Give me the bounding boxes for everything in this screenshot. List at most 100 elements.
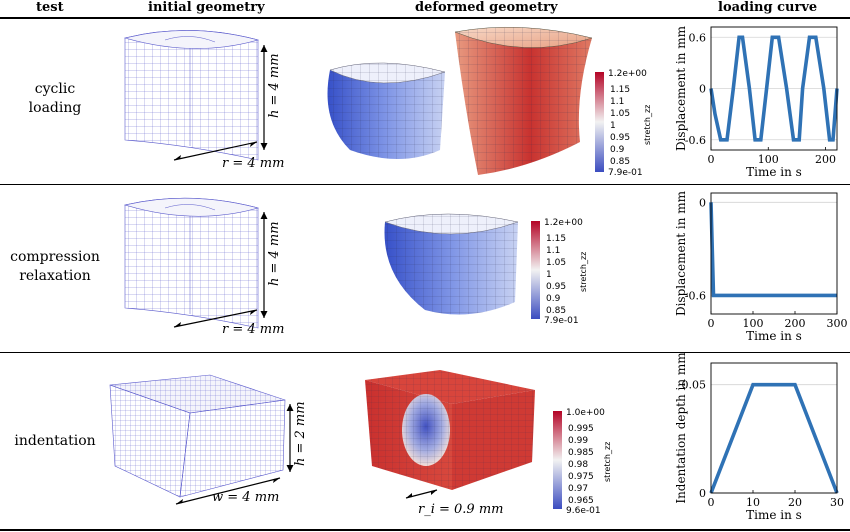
dimension-h-cyclic: [260, 45, 268, 150]
x-axis-label: Time in s: [746, 508, 802, 522]
x-tick-label: 200: [815, 153, 836, 166]
x-tick-label: 10: [746, 496, 760, 509]
x-tick-label: 0: [708, 153, 715, 166]
y-tick-label: 0: [699, 196, 706, 209]
colorbar-tick: 0.9: [546, 294, 561, 304]
colorbar-tick: 0.985: [568, 448, 594, 458]
dim-r-label: r = 4 mm: [222, 322, 284, 337]
colorbar-tick: 0.85: [610, 157, 630, 167]
series-line: [709, 382, 839, 494]
x-tick-label: 100: [758, 153, 779, 166]
colorbar-tick: 1.05: [610, 109, 630, 119]
deformed-compressed-cyclic: [327, 62, 446, 159]
x-tick-label: 20: [788, 496, 802, 509]
colorbar-top-label: 1.0e+00: [566, 408, 605, 418]
dimension-r-cyclic: [173, 141, 258, 161]
colorbar-tick: 0.98: [568, 460, 588, 470]
dim-h-label: h = 4 mm: [267, 53, 282, 118]
x-tick-label: 0: [708, 317, 715, 330]
series-line: [709, 35, 839, 142]
loading-curve-compression: 0 -0.6 0 100 200 300 Time in s Displacement in …: [674, 190, 848, 343]
dimension-w-indentation: [175, 477, 281, 505]
colorbar-indentation: [553, 411, 562, 509]
x-tick-label: 0: [708, 496, 715, 509]
rule-bottom: [0, 529, 850, 531]
colorbar-bottom-label: 7.9e-01: [544, 316, 579, 326]
dimension-ri-indentation: [405, 489, 438, 499]
colorbar-tick: 0.975: [568, 472, 594, 482]
dimension-r-compression: [173, 309, 258, 328]
rule-row1: [0, 184, 850, 185]
colorbar-tick: 1: [610, 121, 616, 131]
loading-curve-indentation: 0.05 00 10 20 30 Time in s Indentation depth i…: [674, 352, 844, 522]
colorbar-top-label: 1.2e+00: [544, 218, 583, 228]
colorbar-tick: 1: [546, 270, 552, 280]
row-label-line: relaxation: [19, 268, 91, 284]
colorbar-cyclic: [595, 72, 604, 172]
colorbar-tick: 0.965: [568, 496, 594, 506]
plot-frame: [710, 362, 838, 494]
colorbar-tick: 1.05: [546, 258, 566, 268]
y-axis-label: Displacement in mm: [674, 25, 688, 151]
series-line: [709, 202, 837, 298]
dim-ri-label: r_i = 0.9 mm: [418, 502, 504, 517]
x-tick-label: 300: [827, 317, 848, 330]
deformed-stretched-cyclic: [454, 26, 593, 176]
colorbar-bottom-label: 9.6e-01: [566, 506, 601, 516]
y-tick-label: 0: [699, 83, 706, 96]
dimension-h-indentation: [286, 404, 294, 472]
dim-r-label: r = 4 mm: [222, 156, 284, 171]
row-label-cyclic: cyclic loading: [0, 80, 110, 118]
header-deformed-geometry: deformed geometry: [415, 0, 558, 15]
row-label-indentation: indentation: [0, 432, 110, 451]
row-label-compression: compression relaxation: [0, 248, 110, 286]
colorbar-tick: 0.99: [568, 436, 588, 446]
row-label-line: cyclic: [34, 81, 76, 97]
y-axis-label: Indentation depth in mm: [674, 352, 688, 504]
plot-frame: [710, 26, 838, 151]
colorbar-tick: 1.1: [546, 246, 560, 256]
rule-top: [0, 17, 850, 19]
x-axis-label: Time in s: [746, 165, 802, 179]
row-label-line: compression: [10, 249, 100, 265]
colorbar-tick: 0.97: [568, 484, 588, 494]
plot-frame: [710, 192, 838, 315]
colorbar-title: stretch_zz: [579, 252, 588, 292]
y-tick-label: -0.6: [685, 134, 706, 147]
row-label-line: indentation: [14, 433, 96, 449]
colorbar-tick: 0.95: [546, 282, 566, 292]
colorbar-top-label: 1.2e+00: [608, 69, 647, 79]
y-tick-label: 0: [699, 487, 706, 500]
colorbar-title: stretch_zz: [643, 105, 652, 145]
y-tick-label: -0.6: [685, 289, 706, 302]
y-axis-label: Displacement in mm: [674, 190, 688, 316]
colorbar-tick: 0.85: [546, 306, 566, 316]
y-tick-label: 0.6: [689, 31, 707, 44]
colorbar-tick: 0.995: [568, 424, 594, 434]
colorbar-title: stretch_zz: [603, 442, 612, 482]
colorbar-compression: [531, 221, 540, 319]
x-tick-label: 30: [830, 496, 844, 509]
dim-h-label: h = 2 mm: [293, 401, 308, 466]
colorbar-tick: 1.1: [610, 97, 624, 107]
rule-row2: [0, 352, 850, 353]
x-tick-label: 100: [743, 317, 764, 330]
colorbar-tick: 1.15: [610, 85, 630, 95]
colorbar-tick: 1.15: [546, 234, 566, 244]
initial-geometry-cyclic: [123, 30, 260, 161]
deformed-compressed-relaxation: [384, 213, 519, 315]
x-tick-label: 200: [785, 317, 806, 330]
dimension-h-compression: [260, 212, 268, 318]
dim-w-label: w = 4 mm: [212, 490, 279, 505]
colorbar-tick: 0.95: [610, 133, 630, 143]
row-label-line: loading: [28, 100, 82, 116]
header-initial-geometry: initial geometry: [148, 0, 265, 15]
initial-geometry-compression: [123, 197, 260, 329]
colorbar-tick: 0.9: [610, 145, 625, 155]
initial-geometry-indentation: [109, 374, 286, 498]
colorbar-bottom-label: 7.9e-01: [608, 168, 643, 178]
y-tick-label: 0.05: [682, 379, 707, 392]
x-axis-label: Time in s: [746, 329, 802, 343]
